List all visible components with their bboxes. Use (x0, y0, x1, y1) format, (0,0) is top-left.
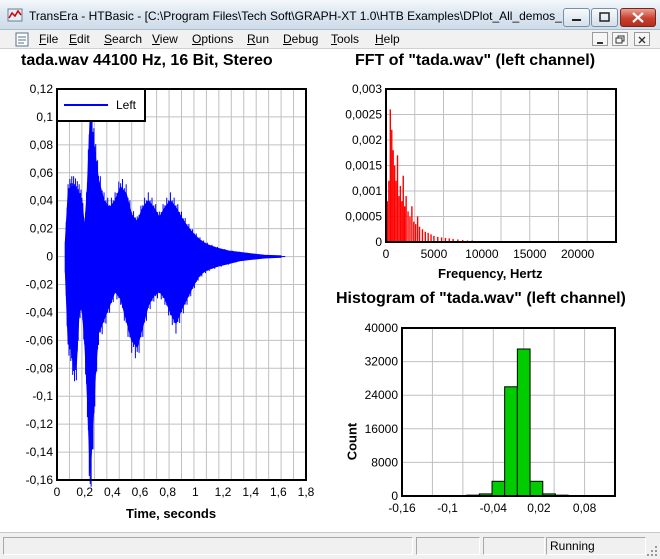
fft-ytick-label: 0,001 (352, 184, 382, 198)
menu-debug[interactable]: Debug (283, 32, 319, 46)
charts-canvas: 0,12 0,1 0,08 0,06 0,04 0,02 0 -0,02 -0,04 -0,06 -… (26, 82, 617, 515)
mdi-restore-button[interactable] (612, 32, 628, 46)
fft-ytick-label: 0 (375, 235, 382, 249)
minimize-button[interactable] (563, 8, 590, 27)
menu-file[interactable]: File (39, 32, 59, 46)
fft-ytick-label: 0,0005 (345, 210, 382, 224)
maximize-button[interactable] (591, 8, 618, 27)
wave-ytick-label: -0,06 (26, 333, 54, 347)
legend-label-left: Left (116, 98, 137, 112)
resize-grip-icon[interactable] (646, 545, 658, 557)
wave-xtick-label: 1,8 (298, 485, 315, 499)
minimize-icon (597, 42, 603, 44)
waveform-xlabel: Time, seconds (126, 506, 217, 521)
fft-ytick-label: 0,002 (352, 133, 382, 147)
histogram-frame (401, 327, 616, 497)
histogram-bar (491, 480, 506, 497)
wave-ytick-label: 0,06 (30, 166, 54, 180)
window-title: TransEra - HTBasic - [C:\Program Files\T… (29, 9, 572, 23)
fft-xtick-label: 15000 (513, 247, 547, 261)
menu-options[interactable]: Options (192, 32, 234, 46)
wave-ytick-label: 0 (46, 250, 53, 264)
menu-bar: File Edit Search View Options Run Debug … (0, 30, 660, 49)
hist-xtick-label: 0,08 (573, 501, 597, 515)
wave-ytick-label: -0,08 (26, 361, 54, 375)
wave-xtick-label: 0,2 (76, 485, 93, 499)
wave-ytick-label: 0,12 (30, 82, 54, 96)
status-pane-2 (416, 537, 480, 555)
wave-xtick-label: 0,4 (104, 485, 121, 499)
wave-ytick-label: 0,04 (30, 194, 54, 208)
menu-tools[interactable]: Tools (331, 32, 360, 46)
status-pane-run (546, 537, 646, 555)
fft-xtick-label: 10000 (465, 247, 499, 261)
menu-view[interactable]: View (152, 32, 178, 46)
fft-xlabel: Frequency, Hertz (438, 266, 543, 281)
wave-xtick-label: 1,6 (270, 485, 287, 499)
waveform-title: tada.wav 44100 Hz, 16 Bit, Stereo (21, 52, 273, 69)
status-pane-3 (483, 537, 545, 555)
hist-ytick-label: 0 (391, 489, 398, 503)
maximize-icon (599, 12, 610, 22)
wave-ytick-label: 0,08 (30, 138, 54, 152)
transera-app-icon[interactable] (7, 7, 23, 23)
hist-ytick-label: 24000 (365, 388, 399, 402)
hist-xtick-label: -0,04 (480, 501, 508, 515)
hist-ytick-label: 32000 (365, 355, 399, 369)
menu-help[interactable]: Help (375, 32, 400, 46)
close-button[interactable] (620, 8, 656, 27)
histogram-bar (529, 480, 544, 497)
fft-title: FFT of "tada.wav" (left channel) (355, 52, 596, 69)
wave-ytick-label: 0,1 (36, 110, 53, 124)
fft-ytick-label: 0,0015 (345, 159, 382, 173)
hist-xtick-label: -0,16 (388, 501, 416, 515)
fft-xtick-label: 20000 (561, 247, 595, 261)
graphics-window: tada.wav 44100 Hz, 16 Bit, Stereo FFT of… (0, 50, 660, 532)
hist-ytick-label: 40000 (365, 321, 399, 335)
mdi-close-button[interactable] (634, 32, 650, 46)
close-icon (632, 12, 644, 23)
menu-edit[interactable]: Edit (69, 32, 90, 46)
status-running: Running (550, 539, 595, 553)
title-bar[interactable]: TransEra - HTBasic - [C:\Program Files\T… (0, 0, 660, 30)
fft-ytick-label: 0,003 (352, 82, 382, 96)
wave-xtick-label: 0,6 (132, 485, 149, 499)
menu-search[interactable]: Search (104, 32, 143, 46)
wave-xtick-label: 1 (192, 485, 199, 499)
wave-ytick-label: -0,1 (32, 389, 53, 403)
wave-ytick-label: -0,14 (26, 445, 54, 459)
minimize-icon (572, 19, 581, 21)
hist-xtick-label: -0,1 (437, 501, 458, 515)
histogram-title: Histogram of "tada.wav" (left channel) (336, 290, 626, 307)
waveform-frame (56, 88, 307, 481)
hist-xtick-label: 0,02 (527, 501, 551, 515)
wave-ytick-label: -0,12 (26, 417, 54, 431)
wave-xtick-label: 1,2 (215, 485, 232, 499)
wave-ytick-label: -0,16 (26, 473, 54, 487)
fft-xtick-label: 0 (383, 247, 390, 261)
wave-xtick-label: 1,4 (242, 485, 259, 499)
wave-ytick-label: 0,02 (30, 222, 54, 236)
fft-ytick-label: 0,0025 (345, 108, 382, 122)
menu-run[interactable]: Run (247, 32, 270, 46)
hist-ytick-label: 16000 (365, 422, 399, 436)
hist-ytick-label: 8000 (371, 455, 398, 469)
status-pane-main (3, 537, 413, 555)
wave-xtick-label: 0,8 (159, 485, 176, 499)
fft-xtick-label: 5000 (421, 247, 448, 261)
close-icon (638, 36, 646, 44)
status-bar: Running (0, 532, 660, 559)
restore-icon (615, 35, 625, 44)
document-icon[interactable] (15, 32, 29, 47)
wave-ytick-label: -0,02 (26, 278, 54, 292)
wave-xtick-label: 0 (54, 485, 61, 499)
mdi-minimize-button[interactable] (592, 32, 608, 46)
histogram-bar (504, 386, 518, 497)
wave-ytick-label: -0,04 (26, 305, 54, 319)
fft-frame (385, 88, 617, 243)
histogram-bar (516, 348, 531, 497)
